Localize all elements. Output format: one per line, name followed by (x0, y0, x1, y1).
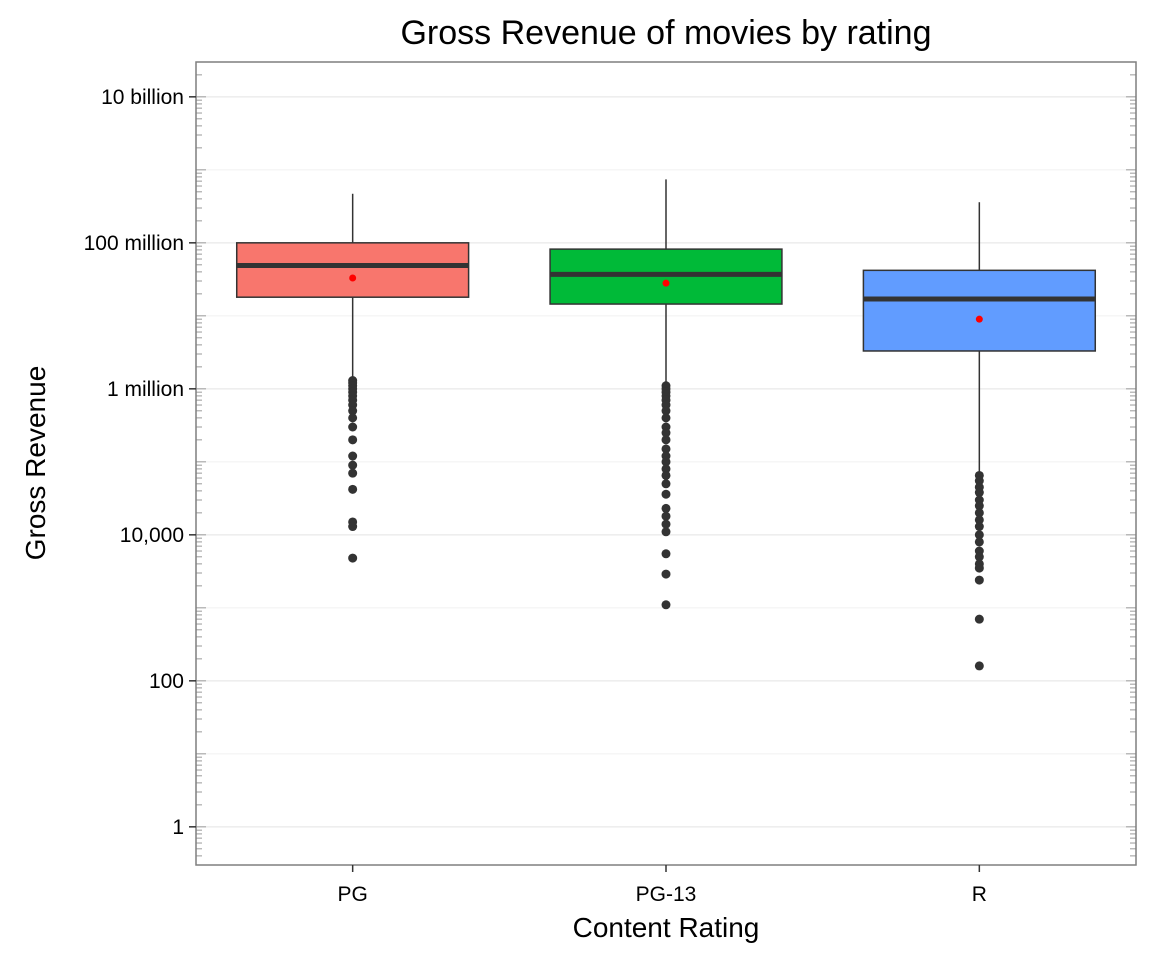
outlier-point (974, 522, 984, 532)
x-tick-label: R (972, 883, 987, 906)
box-group-pg (235, 193, 470, 563)
outlier-point (661, 519, 671, 529)
outlier-point (661, 444, 671, 454)
outlier-point (974, 508, 984, 518)
y-tick-label: 1 (172, 816, 184, 839)
outlier-point (348, 435, 358, 445)
outlier-point (974, 575, 984, 585)
outlier-point (661, 464, 671, 474)
outlier-point (974, 488, 984, 498)
outlier-point (974, 552, 984, 562)
outlier-point (974, 476, 984, 486)
outlier-point (348, 460, 358, 470)
outlier-point (348, 406, 358, 416)
y-axis-ticks: 1 100 10,000 1 million 100 million 10 billion (84, 86, 196, 839)
outlier-point (661, 406, 671, 416)
y-tick-label: 10,000 (120, 524, 184, 547)
outlier-point (661, 470, 671, 480)
outlier-point (661, 428, 671, 438)
outlier-point (661, 413, 671, 423)
outlier-point (661, 457, 671, 467)
y-tick-label: 100 (149, 670, 184, 693)
chart-title: Gross Revenue of movies by rating (400, 14, 931, 52)
mean-point (349, 274, 357, 282)
outlier-point (348, 422, 358, 432)
outlier-point (974, 563, 984, 573)
outlier-point (974, 501, 984, 511)
outlier-point (974, 537, 984, 547)
outlier-point (661, 511, 671, 521)
outlier-point (348, 451, 358, 461)
outlier-point (974, 661, 984, 671)
x-axis-ticks: PG PG-13 R (337, 865, 987, 906)
iqr-box (235, 242, 470, 298)
outlier-point (348, 484, 358, 494)
x-tick-label: PG (337, 883, 367, 906)
outlier-point (661, 569, 671, 579)
x-axis-title: Content Rating (573, 912, 760, 943)
outlier-point (348, 468, 358, 478)
outlier-point (661, 600, 671, 610)
outlier-point (974, 614, 984, 624)
y-tick-label: 10 billion (101, 86, 184, 109)
outlier-point (974, 515, 984, 525)
outlier-point (974, 530, 984, 540)
outlier-point (661, 503, 671, 513)
box-group-r (862, 202, 1097, 671)
outlier-point (661, 527, 671, 537)
mean-point (662, 279, 670, 287)
outlier-point (661, 479, 671, 489)
outlier-point (661, 549, 671, 559)
outlier-point (661, 435, 671, 445)
box-series (235, 179, 1097, 671)
box-group-pg-13 (549, 179, 783, 610)
iqr-box (862, 269, 1097, 352)
y-tick-label: 100 million (84, 232, 184, 255)
outlier-point (348, 522, 358, 532)
mean-point (975, 315, 983, 323)
outlier-point (348, 413, 358, 423)
y-tick-label: 1 million (107, 378, 184, 401)
outlier-point (661, 489, 671, 499)
x-tick-label: PG-13 (636, 883, 697, 906)
y-axis-title: Gross Revenue (20, 366, 51, 561)
outlier-point (348, 553, 358, 563)
